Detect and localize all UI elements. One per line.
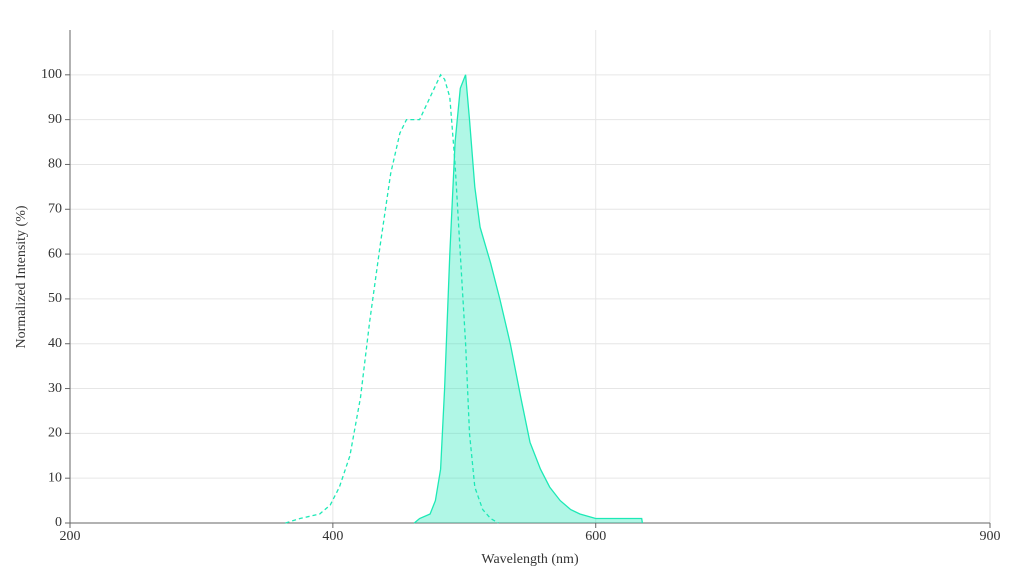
x-tick-label: 400 bbox=[322, 529, 343, 544]
y-tick-label: 20 bbox=[48, 426, 62, 441]
y-tick-label: 0 bbox=[55, 515, 62, 530]
x-axis-label: Wavelength (nm) bbox=[481, 552, 579, 567]
y-tick-label: 90 bbox=[48, 112, 62, 127]
x-tick-label: 600 bbox=[585, 529, 606, 544]
y-tick-label: 10 bbox=[48, 470, 62, 485]
area bbox=[414, 74, 643, 524]
y-tick-label: 60 bbox=[48, 246, 62, 261]
line bbox=[413, 74, 644, 524]
x-tick-label: 200 bbox=[60, 529, 81, 544]
y-axis-label: Normalized Intensity (%) bbox=[14, 205, 29, 348]
x-tick-label: 900 bbox=[980, 529, 1001, 544]
y-tick-label: 80 bbox=[48, 157, 62, 172]
y-tick-label: 100 bbox=[41, 67, 62, 82]
y-tick-label: 30 bbox=[48, 381, 62, 396]
y-tick-label: 50 bbox=[48, 291, 62, 306]
y-tick-label: 40 bbox=[48, 336, 62, 351]
y-tick-label: 70 bbox=[48, 201, 62, 216]
